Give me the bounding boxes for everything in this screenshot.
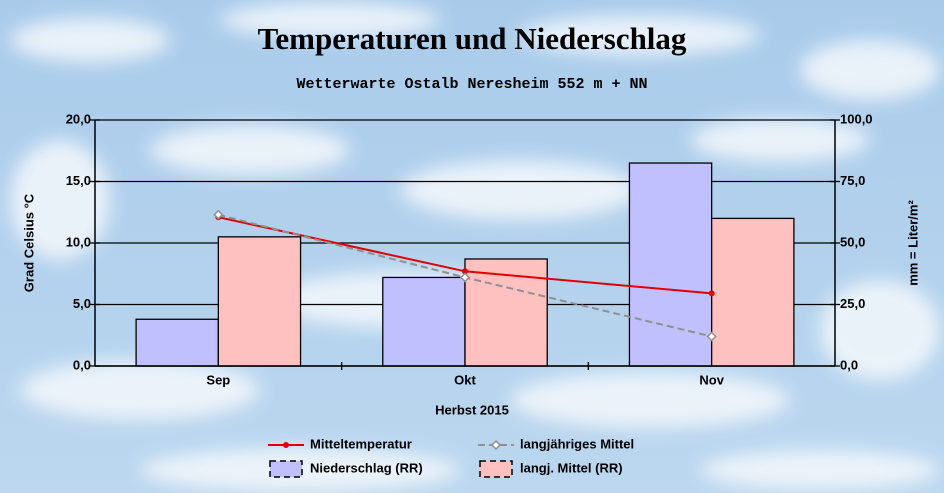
legend-label: Niederschlag (RR) — [310, 460, 423, 475]
x-tick-label: Nov — [699, 372, 724, 387]
y-tick-label: 10,0 — [66, 234, 91, 249]
y-tick-label: 15,0 — [66, 173, 91, 188]
chart-subtitle: Wetterwarte Ostalb Neresheim 552 m + NN — [296, 76, 647, 93]
bar — [712, 218, 794, 366]
chart-title: Temperaturen und Niederschlag — [258, 21, 687, 56]
bar — [383, 277, 465, 366]
y2-axis-label: mm = Liter/m² — [905, 200, 920, 286]
x-tick-label: Okt — [454, 372, 476, 387]
legend-swatch — [270, 461, 302, 477]
legend-label: langjähriges Mittel — [520, 436, 634, 451]
legend-swatch — [480, 461, 512, 477]
line-marker — [709, 290, 715, 296]
legend-label: Mitteltemperatur — [310, 436, 412, 451]
y2-tick-label: 50,0 — [840, 234, 865, 249]
bar — [218, 237, 300, 366]
y-tick-label: 0,0 — [73, 357, 91, 372]
y2-tick-label: 100,0 — [840, 111, 873, 126]
bar — [629, 163, 711, 366]
line-marker — [283, 442, 289, 448]
y2-tick-label: 75,0 — [840, 173, 865, 188]
y-axis-label: Grad Celsius °C — [21, 193, 36, 292]
y-tick-label: 20,0 — [66, 111, 91, 126]
x-tick-label: Sep — [206, 372, 230, 387]
y2-tick-label: 25,0 — [840, 296, 865, 311]
chart: Temperaturen und Niederschlag Wetterwart… — [0, 0, 944, 493]
y-tick-label: 5,0 — [73, 296, 91, 311]
bar — [136, 319, 218, 366]
x-axis-label: Herbst 2015 — [435, 402, 509, 417]
legend-label: langj. Mittel (RR) — [520, 460, 623, 475]
y2-tick-label: 0,0 — [840, 357, 858, 372]
